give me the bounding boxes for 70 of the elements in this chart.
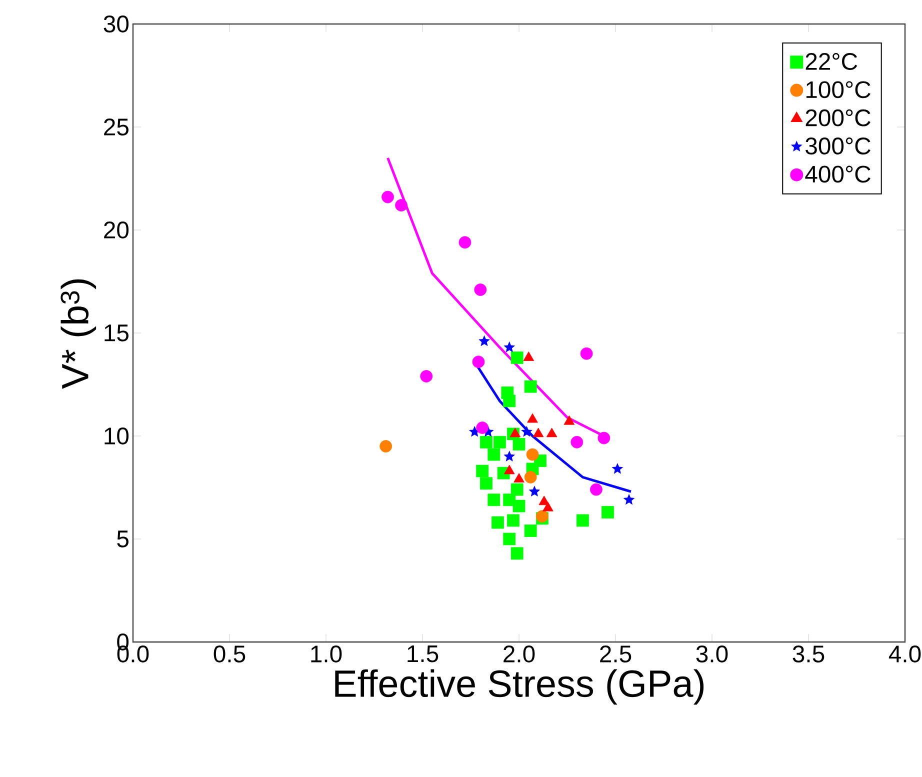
point	[503, 394, 516, 408]
point	[528, 486, 540, 496]
point	[512, 500, 526, 512]
point	[476, 464, 489, 478]
point	[510, 547, 524, 560]
y-tick-label: 10	[104, 428, 129, 444]
point	[492, 516, 504, 529]
point	[623, 494, 635, 505]
x-tick-label: 3.5	[792, 646, 824, 662]
legend-label: 300°C	[806, 138, 870, 154]
x-axis-title: Effective Stress (GPa)	[335, 669, 704, 705]
point	[395, 199, 408, 212]
x-tick-label: 2.5	[600, 646, 632, 662]
point	[458, 236, 472, 249]
point	[546, 428, 558, 438]
y-axis-title: V* (b$^{3}$)	[60, 279, 96, 389]
point	[478, 335, 490, 346]
point	[474, 284, 487, 296]
legend-label: 22°C	[806, 53, 858, 70]
x-tick-label: 1.0	[311, 646, 342, 662]
x-tick-label: 4.0	[888, 646, 921, 662]
point	[590, 483, 602, 496]
point	[472, 356, 485, 368]
point	[382, 190, 394, 204]
point	[420, 370, 433, 382]
point	[512, 438, 526, 450]
point	[510, 483, 524, 496]
point	[564, 415, 575, 425]
point	[612, 462, 624, 474]
point	[521, 426, 532, 437]
point	[503, 532, 516, 546]
point	[570, 436, 584, 448]
point	[504, 341, 516, 352]
point	[523, 352, 534, 361]
y-tick-label: 5	[117, 530, 128, 548]
point	[598, 432, 610, 444]
x-tick-label: 0.5	[214, 646, 246, 662]
legend-label: 200°C	[806, 109, 870, 126]
x-tick-label: 1.5	[408, 646, 438, 662]
point	[480, 477, 492, 490]
legend-label: 100°C	[806, 81, 870, 98]
x-tick-label: 2.0	[504, 646, 535, 662]
point	[494, 436, 506, 448]
y-tick-label: 15	[104, 324, 128, 342]
point	[524, 471, 537, 484]
point	[510, 352, 524, 364]
point	[532, 428, 544, 438]
x-tick-label: 3.0	[696, 646, 728, 662]
point	[542, 502, 554, 512]
point	[504, 450, 516, 462]
point	[380, 440, 392, 452]
point	[602, 506, 614, 518]
point	[576, 514, 589, 527]
point	[526, 448, 539, 461]
y-tick-label: 20	[104, 222, 129, 238]
y-tick-label: 25	[104, 118, 128, 136]
point	[480, 436, 492, 448]
y-tick-label: 30	[104, 16, 129, 32]
point	[527, 413, 538, 423]
point	[510, 428, 521, 438]
point	[524, 524, 537, 537]
point	[580, 347, 593, 360]
point	[504, 464, 515, 474]
point	[524, 380, 537, 393]
point	[488, 448, 500, 461]
point	[488, 494, 500, 506]
legend-label: 400°C	[805, 166, 870, 183]
point	[507, 514, 520, 527]
point	[476, 422, 489, 434]
point	[514, 473, 524, 482]
